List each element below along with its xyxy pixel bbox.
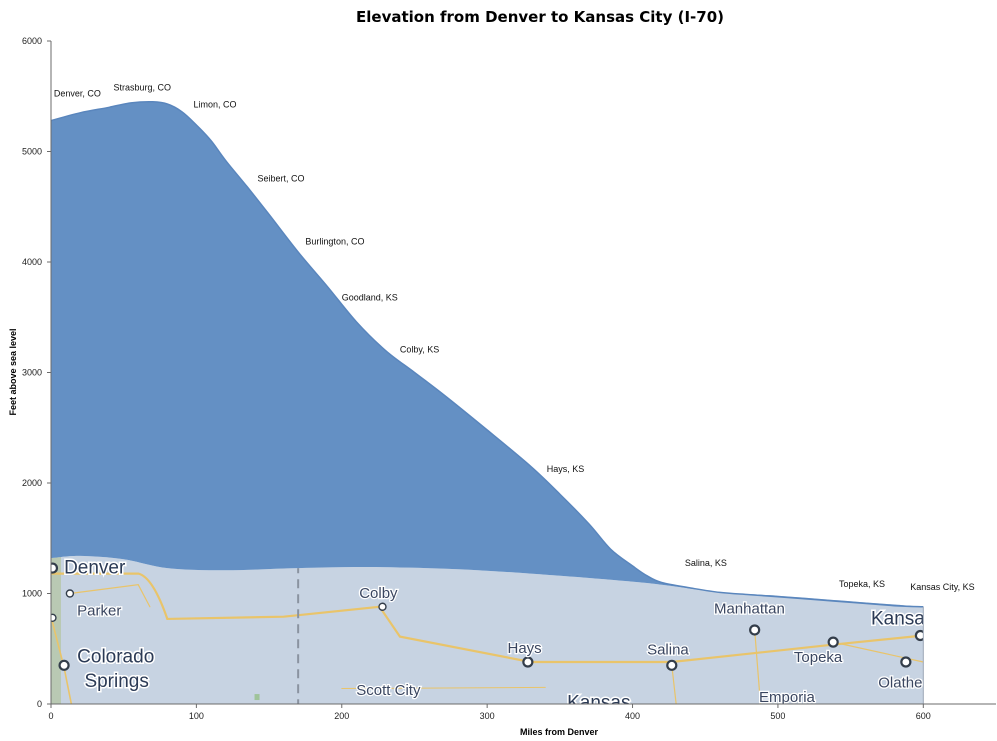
- elevation-series: [51, 101, 924, 607]
- axes: 0 1000 2000 3000 4000 5000 6000 0 100 200 300 400 50…: [22, 36, 996, 721]
- map-city-marker: [378, 602, 387, 611]
- map-road-minor: [754, 629, 762, 704]
- city-annotation: Limon, CO: [193, 99, 236, 109]
- map-background: Denver Parker Colorado Springs Colby Hays Sali…: [51, 555, 925, 713]
- map-city-marker: [666, 659, 678, 671]
- y-tick-label: 1000: [22, 589, 42, 599]
- city-annotation: Denver, CO: [54, 88, 101, 98]
- y-tick-label: 3000: [22, 368, 42, 378]
- chart-title: Elevation from Denver to Kansas City (I-…: [356, 8, 724, 26]
- city-annotation: Colby, KS: [400, 345, 439, 355]
- map-label: Manhattan: [714, 600, 785, 617]
- map-city-marker: [522, 656, 534, 668]
- city-annotations: Denver, CO Strasburg, CO Limon, CO Seibert,…: [54, 83, 975, 592]
- map-city-marker: [58, 659, 70, 671]
- x-tick-label: 300: [480, 711, 495, 721]
- map-city-marker: [51, 613, 57, 623]
- y-tick-label: 6000: [22, 36, 42, 46]
- city-annotation: Kansas City, KS: [910, 582, 974, 592]
- map-mountain-strip: [51, 555, 61, 704]
- y-tick-label: 4000: [22, 257, 42, 267]
- map-label: Denver: [64, 558, 126, 579]
- map-label: Olathe: [878, 674, 922, 691]
- map-label: Scott City: [356, 682, 421, 699]
- map-label: Emporia: [759, 689, 816, 706]
- y-tick-label: 2000: [22, 478, 42, 488]
- map-city-marker: [51, 562, 59, 574]
- elevation-area: [50, 101, 924, 704]
- map-city-marker: [900, 656, 912, 668]
- city-annotation: Goodland, KS: [342, 293, 398, 303]
- map-label: Topeka: [794, 649, 843, 666]
- map-land: [51, 555, 924, 704]
- city-annotation: Topeka, KS: [839, 579, 885, 589]
- map-city-marker: [827, 636, 839, 648]
- map-label: Kansas: [567, 692, 630, 713]
- map-city-marker: [914, 629, 924, 642]
- city-annotation: Hays, KS: [547, 464, 585, 474]
- map-road-minor: [671, 664, 677, 704]
- y-tick-label: 5000: [22, 147, 42, 157]
- x-tick-label: 200: [334, 711, 349, 721]
- map-city-marker: [749, 624, 761, 636]
- y-tick-label: 0: [37, 699, 42, 709]
- x-tick-label: 400: [625, 711, 640, 721]
- elevation-outline: [50, 101, 924, 608]
- map-label: Kansa: [871, 608, 925, 629]
- map-label: Salina: [647, 641, 689, 658]
- map-road-minor: [341, 686, 546, 690]
- map-label: Hays: [508, 640, 542, 657]
- y-axis-label: Feet above sea level: [8, 328, 18, 415]
- map-label: Springs: [84, 671, 148, 692]
- x-tick-label: 0: [48, 711, 53, 721]
- map-park: [254, 694, 260, 701]
- city-annotation: Salina, KS: [685, 558, 727, 568]
- map-city-marker: [65, 589, 75, 598]
- x-axis-label: Miles from Denver: [520, 727, 599, 737]
- map-label: Parker: [77, 603, 121, 620]
- city-annotation: Strasburg, CO: [114, 83, 172, 93]
- city-annotation: Burlington, CO: [305, 236, 364, 246]
- x-tick-label: 600: [916, 711, 931, 721]
- x-tick-label: 500: [770, 711, 785, 721]
- map-label: Colby: [359, 585, 398, 602]
- x-tick-label: 100: [189, 711, 204, 721]
- map-road-minor: [69, 584, 151, 608]
- city-annotation: Seibert, CO: [257, 173, 304, 183]
- map-label: Colorado: [77, 647, 154, 668]
